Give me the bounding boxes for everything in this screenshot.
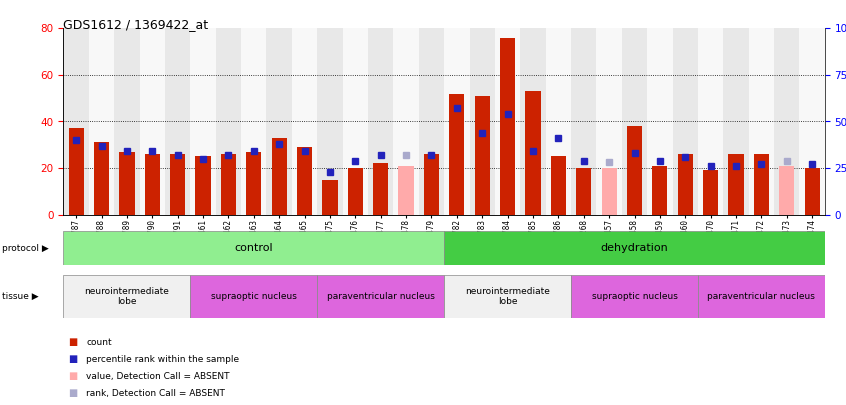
Bar xyxy=(317,275,444,318)
Bar xyxy=(551,156,566,215)
Bar xyxy=(596,28,622,215)
Bar xyxy=(525,91,541,215)
Bar xyxy=(69,128,84,215)
Text: dehydration: dehydration xyxy=(601,243,668,253)
Bar xyxy=(266,28,292,215)
Bar xyxy=(444,28,470,215)
Bar xyxy=(805,168,820,215)
Bar xyxy=(419,28,444,215)
Text: control: control xyxy=(234,243,273,253)
Bar xyxy=(470,28,495,215)
Bar xyxy=(652,166,667,215)
Text: paraventricular nucleus: paraventricular nucleus xyxy=(707,292,816,301)
Bar xyxy=(673,28,698,215)
Bar xyxy=(703,171,718,215)
Text: tissue ▶: tissue ▶ xyxy=(2,292,38,301)
Text: ■: ■ xyxy=(68,371,77,381)
Bar xyxy=(292,28,317,215)
Bar xyxy=(500,38,515,215)
Bar xyxy=(728,154,744,215)
Bar xyxy=(520,28,546,215)
Bar xyxy=(190,275,317,318)
Bar xyxy=(779,166,794,215)
Bar xyxy=(348,168,363,215)
Bar xyxy=(571,28,596,215)
Bar xyxy=(195,156,211,215)
Bar xyxy=(317,28,343,215)
Bar xyxy=(698,28,723,215)
Bar xyxy=(246,152,261,215)
Bar xyxy=(89,28,114,215)
Bar xyxy=(495,28,520,215)
Text: neurointermediate
lobe: neurointermediate lobe xyxy=(85,287,169,306)
Bar xyxy=(272,138,287,215)
Bar xyxy=(373,163,388,215)
Text: GDS1612 / 1369422_at: GDS1612 / 1369422_at xyxy=(63,18,209,31)
Bar xyxy=(140,28,165,215)
Bar xyxy=(216,28,241,215)
Text: value, Detection Call = ABSENT: value, Detection Call = ABSENT xyxy=(86,372,230,381)
Text: count: count xyxy=(86,338,112,347)
Bar xyxy=(165,28,190,215)
Bar xyxy=(749,28,774,215)
Bar xyxy=(622,28,647,215)
Text: ■: ■ xyxy=(68,337,77,347)
Bar xyxy=(393,28,419,215)
Bar xyxy=(63,231,444,265)
Bar xyxy=(571,275,698,318)
Text: neurointermediate
lobe: neurointermediate lobe xyxy=(465,287,550,306)
Bar xyxy=(170,154,185,215)
Text: ■: ■ xyxy=(68,388,77,398)
Bar xyxy=(119,152,135,215)
Bar xyxy=(647,28,673,215)
Bar xyxy=(424,154,439,215)
Bar xyxy=(63,275,190,318)
Bar xyxy=(475,96,490,215)
Bar xyxy=(723,28,749,215)
Bar xyxy=(94,143,109,215)
Bar xyxy=(444,275,571,318)
Bar xyxy=(297,147,312,215)
Bar xyxy=(221,154,236,215)
Bar xyxy=(546,28,571,215)
Text: supraoptic nucleus: supraoptic nucleus xyxy=(211,292,297,301)
Bar xyxy=(449,94,464,215)
Text: protocol ▶: protocol ▶ xyxy=(2,243,48,253)
Bar xyxy=(799,28,825,215)
Bar xyxy=(774,28,799,215)
Bar xyxy=(343,28,368,215)
Bar xyxy=(63,28,89,215)
Text: rank, Detection Call = ABSENT: rank, Detection Call = ABSENT xyxy=(86,389,225,398)
Bar xyxy=(698,275,825,318)
Text: supraoptic nucleus: supraoptic nucleus xyxy=(591,292,678,301)
Bar xyxy=(190,28,216,215)
Bar xyxy=(627,126,642,215)
Bar xyxy=(322,180,338,215)
Bar xyxy=(368,28,393,215)
Bar xyxy=(754,154,769,215)
Bar xyxy=(145,154,160,215)
Text: percentile rank within the sample: percentile rank within the sample xyxy=(86,355,239,364)
Bar xyxy=(241,28,266,215)
Bar xyxy=(602,168,617,215)
Bar xyxy=(114,28,140,215)
Text: ■: ■ xyxy=(68,354,77,364)
Bar xyxy=(444,231,825,265)
Bar xyxy=(678,154,693,215)
Text: paraventricular nucleus: paraventricular nucleus xyxy=(327,292,435,301)
Bar xyxy=(576,168,591,215)
Bar xyxy=(398,166,414,215)
